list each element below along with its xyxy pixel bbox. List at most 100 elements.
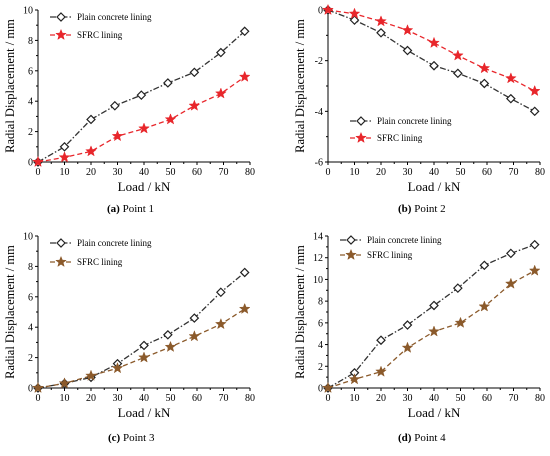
y-tick-label: 14 <box>313 232 323 243</box>
data-point-sfrc-lining <box>528 84 541 97</box>
data-point-sfrc-lining <box>111 130 124 142</box>
x-tick-label: 60 <box>482 167 492 178</box>
chart-d: 0 10 20 30 40 50 60 70 80 0 2 4 6 8 10 12 14 Load / kN Rad… <box>293 232 545 421</box>
data-point-plain-concrete-lining <box>110 100 120 111</box>
x-axis-label: Load / kN <box>408 179 461 194</box>
y-tick-label: 4 <box>28 323 33 334</box>
data-point-sfrc-lining <box>238 70 251 82</box>
y-axis-label: Radial Displacement / mm <box>3 245 17 379</box>
data-point-sfrc-lining <box>454 316 467 328</box>
x-tick-label: 20 <box>376 167 386 178</box>
data-point-sfrc-lining <box>138 351 150 363</box>
data-point-plain-concrete-lining <box>529 106 540 117</box>
data-point-plain-concrete-lining <box>479 78 490 89</box>
x-tick-label: 0 <box>326 167 331 178</box>
x-tick-label: 80 <box>245 393 255 404</box>
y-tick-label: 0 <box>318 6 323 17</box>
data-point-sfrc-lining <box>348 7 361 19</box>
data-point-plain-concrete-lining <box>189 67 200 78</box>
y-tick-label: -2 <box>315 56 323 67</box>
legend: Plain concrete lining SFRC lining <box>350 116 452 143</box>
y-tick-label: 10 <box>313 275 323 286</box>
x-tick-label: 10 <box>60 167 70 178</box>
legend-marker-plain-concrete-lining <box>56 12 66 22</box>
y-tick-label: 2 <box>318 362 323 373</box>
series-line-sfrc-lining <box>327 9 536 92</box>
data-point-sfrc-lining <box>375 365 387 377</box>
data-point-sfrc-lining <box>32 381 44 393</box>
y-tick-label: 4 <box>28 97 33 108</box>
chart-a: 0 10 20 30 40 50 60 70 80 0 2 4 6 8 10 Load / kN Radial … <box>3 6 255 195</box>
series-line-sfrc-lining <box>37 308 246 389</box>
data-point-sfrc-lining <box>85 369 97 381</box>
y-tick-label: 4 <box>318 340 323 351</box>
series-plain-concrete-lining <box>33 267 250 393</box>
data-point-plain-concrete-lining <box>402 45 413 56</box>
y-tick-label: 8 <box>28 36 33 47</box>
data-point-sfrc-lining <box>504 277 517 289</box>
series-sfrc-lining <box>322 264 541 393</box>
data-point-sfrc-lining <box>188 99 201 111</box>
x-tick-label: 20 <box>376 393 386 404</box>
x-tick-label: 10 <box>60 393 70 404</box>
data-point-sfrc-lining <box>238 302 251 314</box>
data-point-plain-concrete-lining <box>239 26 250 37</box>
x-axis-label: Load / kN <box>118 179 171 194</box>
x-tick-label: 60 <box>482 393 492 404</box>
x-tick-label: 40 <box>429 167 439 178</box>
data-point-plain-concrete-lining <box>163 329 173 340</box>
x-tick-label: 80 <box>245 167 255 178</box>
data-point-sfrc-lining <box>401 341 414 353</box>
y-tick-label: -6 <box>315 158 323 169</box>
series-line-plain-concrete-lining <box>327 9 536 112</box>
x-tick-label: 50 <box>456 393 466 404</box>
legend-marker-sfrc-lining <box>55 255 67 267</box>
legend-marker-sfrc-lining <box>345 248 357 260</box>
legend: Plain concrete lining SFRC lining <box>50 12 152 40</box>
legend-marker-plain-concrete-lining <box>356 116 366 126</box>
data-point-sfrc-lining <box>428 36 440 48</box>
x-tick-label: 20 <box>86 393 96 404</box>
chart-c: 0 10 20 30 40 50 60 70 80 0 2 4 6 8 10 Load / kN Radial … <box>3 232 255 421</box>
data-point-sfrc-lining <box>85 145 97 157</box>
y-tick-label: 10 <box>23 232 33 243</box>
y-tick-label: 8 <box>318 297 323 308</box>
x-tick-label: 70 <box>219 393 229 404</box>
caption-d-text: Point 4 <box>414 432 446 444</box>
data-point-sfrc-lining <box>428 325 440 337</box>
series-sfrc-lining <box>32 302 251 393</box>
series-plain-concrete-lining <box>33 26 250 167</box>
y-tick-label: 12 <box>313 253 323 264</box>
y-tick-label: 0 <box>318 384 323 395</box>
y-tick-label: 6 <box>318 318 323 329</box>
series-sfrc-lining <box>322 3 541 97</box>
data-point-sfrc-lining <box>528 264 541 276</box>
data-point-plain-concrete-lining <box>453 283 463 293</box>
x-tick-label: 40 <box>139 167 149 178</box>
data-point-plain-concrete-lining <box>349 15 360 25</box>
data-point-plain-concrete-lining <box>376 27 386 38</box>
data-point-sfrc-lining <box>322 3 334 15</box>
data-point-sfrc-lining <box>478 62 491 74</box>
data-point-sfrc-lining <box>164 340 177 352</box>
chart-b: 0 10 20 30 40 50 60 70 80 0 -2 -4 -6 Load / kN Radial … <box>293 3 545 194</box>
y-tick-label: 10 <box>23 6 33 17</box>
data-point-sfrc-lining <box>58 151 71 163</box>
x-tick-label: 40 <box>429 393 439 404</box>
data-point-plain-concrete-lining <box>139 340 149 351</box>
y-axis-label: Radial Displacement / mm <box>293 245 307 379</box>
caption-c-text: Point 3 <box>122 432 155 444</box>
data-point-sfrc-lining <box>32 155 44 167</box>
data-point-plain-concrete-lining <box>216 47 226 58</box>
x-tick-label: 20 <box>86 167 96 178</box>
data-point-sfrc-lining <box>58 377 71 389</box>
y-tick-label: -4 <box>315 107 323 118</box>
data-point-sfrc-lining <box>504 72 517 84</box>
data-point-sfrc-lining <box>214 87 227 99</box>
legend-marker-sfrc-lining <box>355 131 367 143</box>
y-tick-label: 6 <box>28 292 33 303</box>
data-point-plain-concrete-lining <box>479 260 490 271</box>
data-point-plain-concrete-lining <box>506 93 516 104</box>
x-tick-label: 0 <box>36 393 41 404</box>
